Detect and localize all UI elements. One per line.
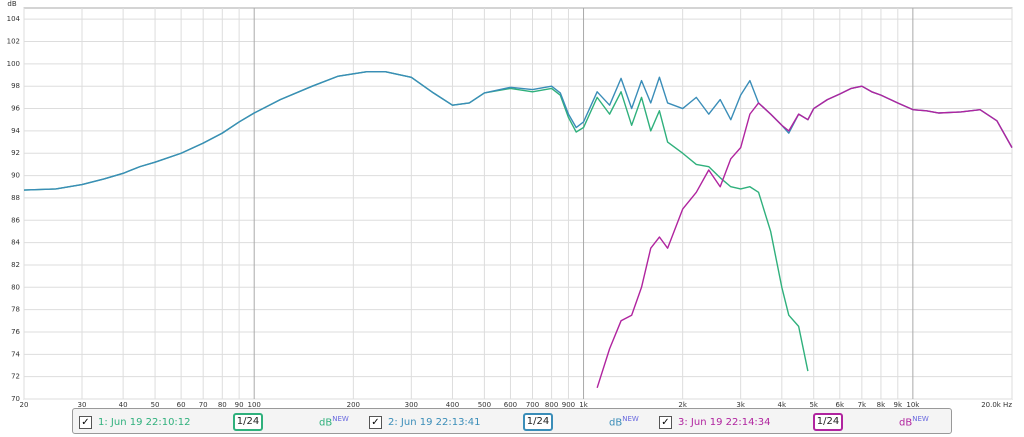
series-line (596, 85, 1013, 389)
x-tick-label: 300 (405, 401, 418, 409)
x-tick-label: 400 (446, 401, 459, 409)
y-tick-label: 76 (11, 328, 20, 336)
y-tick-label: 88 (11, 194, 20, 202)
unit: dB (609, 417, 623, 429)
y-tick-label: 80 (11, 283, 20, 291)
y-tick-label: 100 (7, 60, 20, 68)
smoothing-button[interactable]: 1/24 (233, 413, 263, 431)
y-tick-label: 104 (7, 15, 21, 23)
x-tick-label: 600 (504, 401, 517, 409)
badge: NEW (912, 415, 929, 423)
y-tick-label: 102 (7, 38, 20, 46)
legend-label: 3: Jun 19 22:14:34 (678, 416, 771, 428)
x-tick-label: 50 (151, 401, 160, 409)
x-tick-label: 900 (562, 401, 575, 409)
x-tick-label: 60 (177, 401, 186, 409)
checkbox[interactable]: ✓ (79, 415, 92, 429)
x-tick-label: 100 (248, 401, 261, 409)
legend-label: 1: Jun 19 22:10:12 (98, 416, 191, 428)
x-tick-label: 1k (579, 401, 588, 409)
x-tick-label: 90 (235, 401, 244, 409)
unit-label[interactable]: dBNEW (899, 415, 929, 428)
y-tick-label: 90 (11, 172, 20, 180)
y-tick-label: 70 (11, 395, 20, 403)
x-tick-label: 6k (836, 401, 845, 409)
badge: NEW (332, 415, 349, 423)
x-tick-label: 9k (894, 401, 903, 409)
y-tick-label: 82 (11, 261, 20, 269)
legend-entry[interactable]: ✓ 2: Jun 19 22:13:41 (369, 413, 481, 431)
x-tick-label: 5k (809, 401, 818, 409)
y-tick-label: 84 (11, 239, 20, 247)
unit: dB (319, 417, 333, 429)
checkbox[interactable]: ✓ (369, 415, 382, 429)
plot-area (23, 7, 1013, 400)
y-tick-label: 92 (11, 149, 20, 157)
x-tick-label: 800 (545, 401, 558, 409)
y-tick-label: 86 (11, 216, 20, 224)
unit-label[interactable]: dBNEW (609, 415, 639, 428)
x-tick-label: 10k (906, 401, 920, 409)
y-tick-label: 78 (11, 306, 20, 314)
x-tick-label: 500 (478, 401, 491, 409)
x-tick-label: 70 (199, 401, 208, 409)
x-tick-label: 40 (119, 401, 128, 409)
x-tick-label: 20 (20, 401, 29, 409)
legend-label: 2: Jun 19 22:13:41 (388, 416, 481, 428)
x-tick-label: 4k (778, 401, 787, 409)
x-tick-label: 7k (858, 401, 867, 409)
x-tick-label: 700 (526, 401, 539, 409)
x-tick-label: 80 (218, 401, 227, 409)
x-tick-label: 3k (736, 401, 745, 409)
x-tick-label: 30 (78, 401, 87, 409)
y-tick-label: 72 (11, 373, 20, 381)
legend-entry[interactable]: ✓ 1: Jun 19 22:10:12 (79, 413, 191, 431)
unit-label[interactable]: dBNEW (319, 415, 349, 428)
x-tick-label: 2k (678, 401, 687, 409)
unit: dB (899, 417, 913, 429)
badge: NEW (622, 415, 639, 423)
y-tick-label: 98 (11, 82, 20, 90)
x-tick-label: 8k (877, 401, 886, 409)
x-tick-label: 200 (347, 401, 360, 409)
smoothing-button[interactable]: 1/24 (813, 413, 843, 431)
y-tick-label: 94 (11, 127, 20, 135)
legend-entry[interactable]: ✓ 3: Jun 19 22:14:34 (659, 413, 771, 431)
smoothing-button[interactable]: 1/24 (523, 413, 553, 431)
x-tick-label: 20.0k Hz (981, 401, 1012, 409)
checkbox[interactable]: ✓ (659, 415, 672, 429)
y-axis-label: dB (7, 0, 16, 8)
y-tick-label: 74 (11, 350, 20, 358)
y-tick-label: 96 (11, 105, 20, 113)
legend: ✓ 1: Jun 19 22:10:12 1/24 dBNEW ✓ 2: Jun 19 2… (72, 408, 952, 434)
